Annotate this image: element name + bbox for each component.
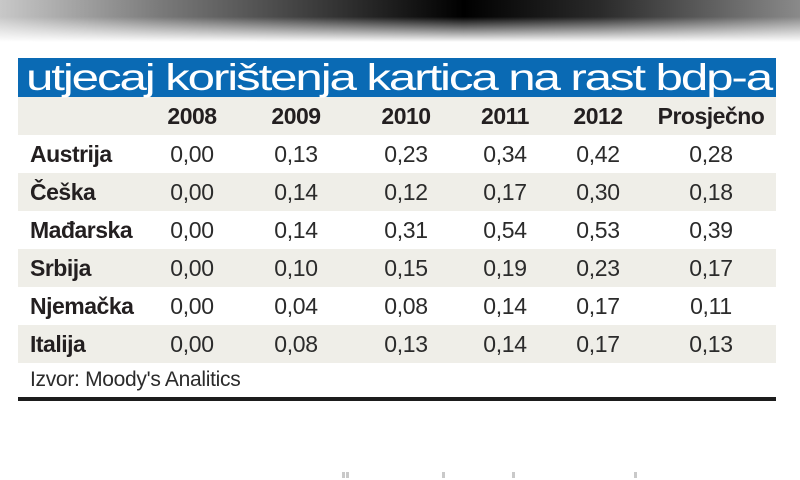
value-cell: 0,00 bbox=[170, 254, 214, 281]
value-cell: 0,12 bbox=[384, 178, 428, 205]
country-label: Srbija bbox=[30, 254, 91, 281]
value-cell: 0,00 bbox=[170, 292, 214, 319]
table-row: Mađarska 0,00 0,14 0,31 0,54 0,53 0,39 bbox=[18, 211, 776, 249]
value-cell: 0,15 bbox=[384, 254, 428, 281]
value-cell: 0,13 bbox=[384, 330, 428, 357]
header-2012: 2012 bbox=[573, 102, 623, 129]
value-cell: 0,00 bbox=[170, 330, 214, 357]
data-table: 2008 2009 2010 2011 2012 Prosječno Austr… bbox=[18, 97, 776, 363]
value-cell: 0,14 bbox=[274, 178, 318, 205]
value-cell: 0,23 bbox=[384, 140, 428, 167]
country-label: Mađarska bbox=[30, 216, 133, 243]
value-cell: 0,04 bbox=[274, 292, 318, 319]
header-2011: 2011 bbox=[481, 102, 529, 129]
value-cell: 0,00 bbox=[170, 140, 214, 167]
header-average: Prosječno bbox=[657, 102, 765, 129]
source-note: Izvor: Moody's Analitics bbox=[30, 368, 241, 391]
table-row: Austrija 0,00 0,13 0,23 0,34 0,42 0,28 bbox=[18, 135, 776, 173]
value-cell: 0,30 bbox=[576, 178, 620, 205]
value-cell: 0,13 bbox=[274, 140, 318, 167]
value-cell: 0,23 bbox=[576, 254, 620, 281]
average-cell: 0,17 bbox=[689, 254, 733, 281]
value-cell: 0,14 bbox=[274, 216, 318, 243]
value-cell: 0,10 bbox=[274, 254, 318, 281]
value-cell: 0,17 bbox=[483, 178, 527, 205]
table-row: Italija 0,00 0,08 0,13 0,14 0,17 0,13 bbox=[18, 325, 776, 363]
value-cell: 0,08 bbox=[274, 330, 318, 357]
country-label: Italija bbox=[30, 330, 86, 357]
value-cell: 0,17 bbox=[576, 292, 620, 319]
value-cell: 0,00 bbox=[170, 216, 214, 243]
chart-title: utjecaj korištenja kartica na rast bdp-a bbox=[18, 58, 776, 97]
value-cell: 0,42 bbox=[576, 140, 620, 167]
table-row: Srbija 0,00 0,10 0,15 0,19 0,23 0,17 bbox=[18, 249, 776, 287]
average-cell: 0,18 bbox=[689, 178, 733, 205]
value-cell: 0,00 bbox=[170, 178, 214, 205]
value-cell: 0,54 bbox=[483, 216, 527, 243]
country-label: Austrija bbox=[30, 140, 112, 167]
table-row: Njemačka 0,00 0,04 0,08 0,14 0,17 0,11 bbox=[18, 287, 776, 325]
table-row: Češka 0,00 0,14 0,12 0,17 0,30 0,18 bbox=[18, 173, 776, 211]
header-2010: 2010 bbox=[381, 102, 431, 129]
value-cell: 0,19 bbox=[483, 254, 527, 281]
country-label: Njemačka bbox=[30, 292, 134, 319]
value-cell: 0,08 bbox=[384, 292, 428, 319]
country-label: Češka bbox=[30, 178, 96, 205]
average-cell: 0,39 bbox=[689, 216, 733, 243]
average-cell: 0,13 bbox=[689, 330, 733, 357]
bottom-rule bbox=[18, 397, 776, 401]
infographic-table: utjecaj korištenja kartica na rast bdp-a… bbox=[18, 58, 776, 401]
header-2008: 2008 bbox=[167, 102, 217, 129]
value-cell: 0,34 bbox=[483, 140, 527, 167]
header-row: 2008 2009 2010 2011 2012 Prosječno bbox=[18, 97, 776, 135]
average-cell: 0,11 bbox=[690, 292, 732, 319]
header-empty bbox=[18, 97, 144, 135]
top-shadow-decoration bbox=[0, 0, 800, 42]
header-2009: 2009 bbox=[271, 102, 321, 129]
value-cell: 0,14 bbox=[483, 292, 527, 319]
value-cell: 0,14 bbox=[483, 330, 527, 357]
cropped-text-remnants bbox=[300, 472, 700, 480]
value-cell: 0,53 bbox=[576, 216, 620, 243]
average-cell: 0,28 bbox=[689, 140, 733, 167]
value-cell: 0,31 bbox=[384, 216, 428, 243]
value-cell: 0,17 bbox=[576, 330, 620, 357]
